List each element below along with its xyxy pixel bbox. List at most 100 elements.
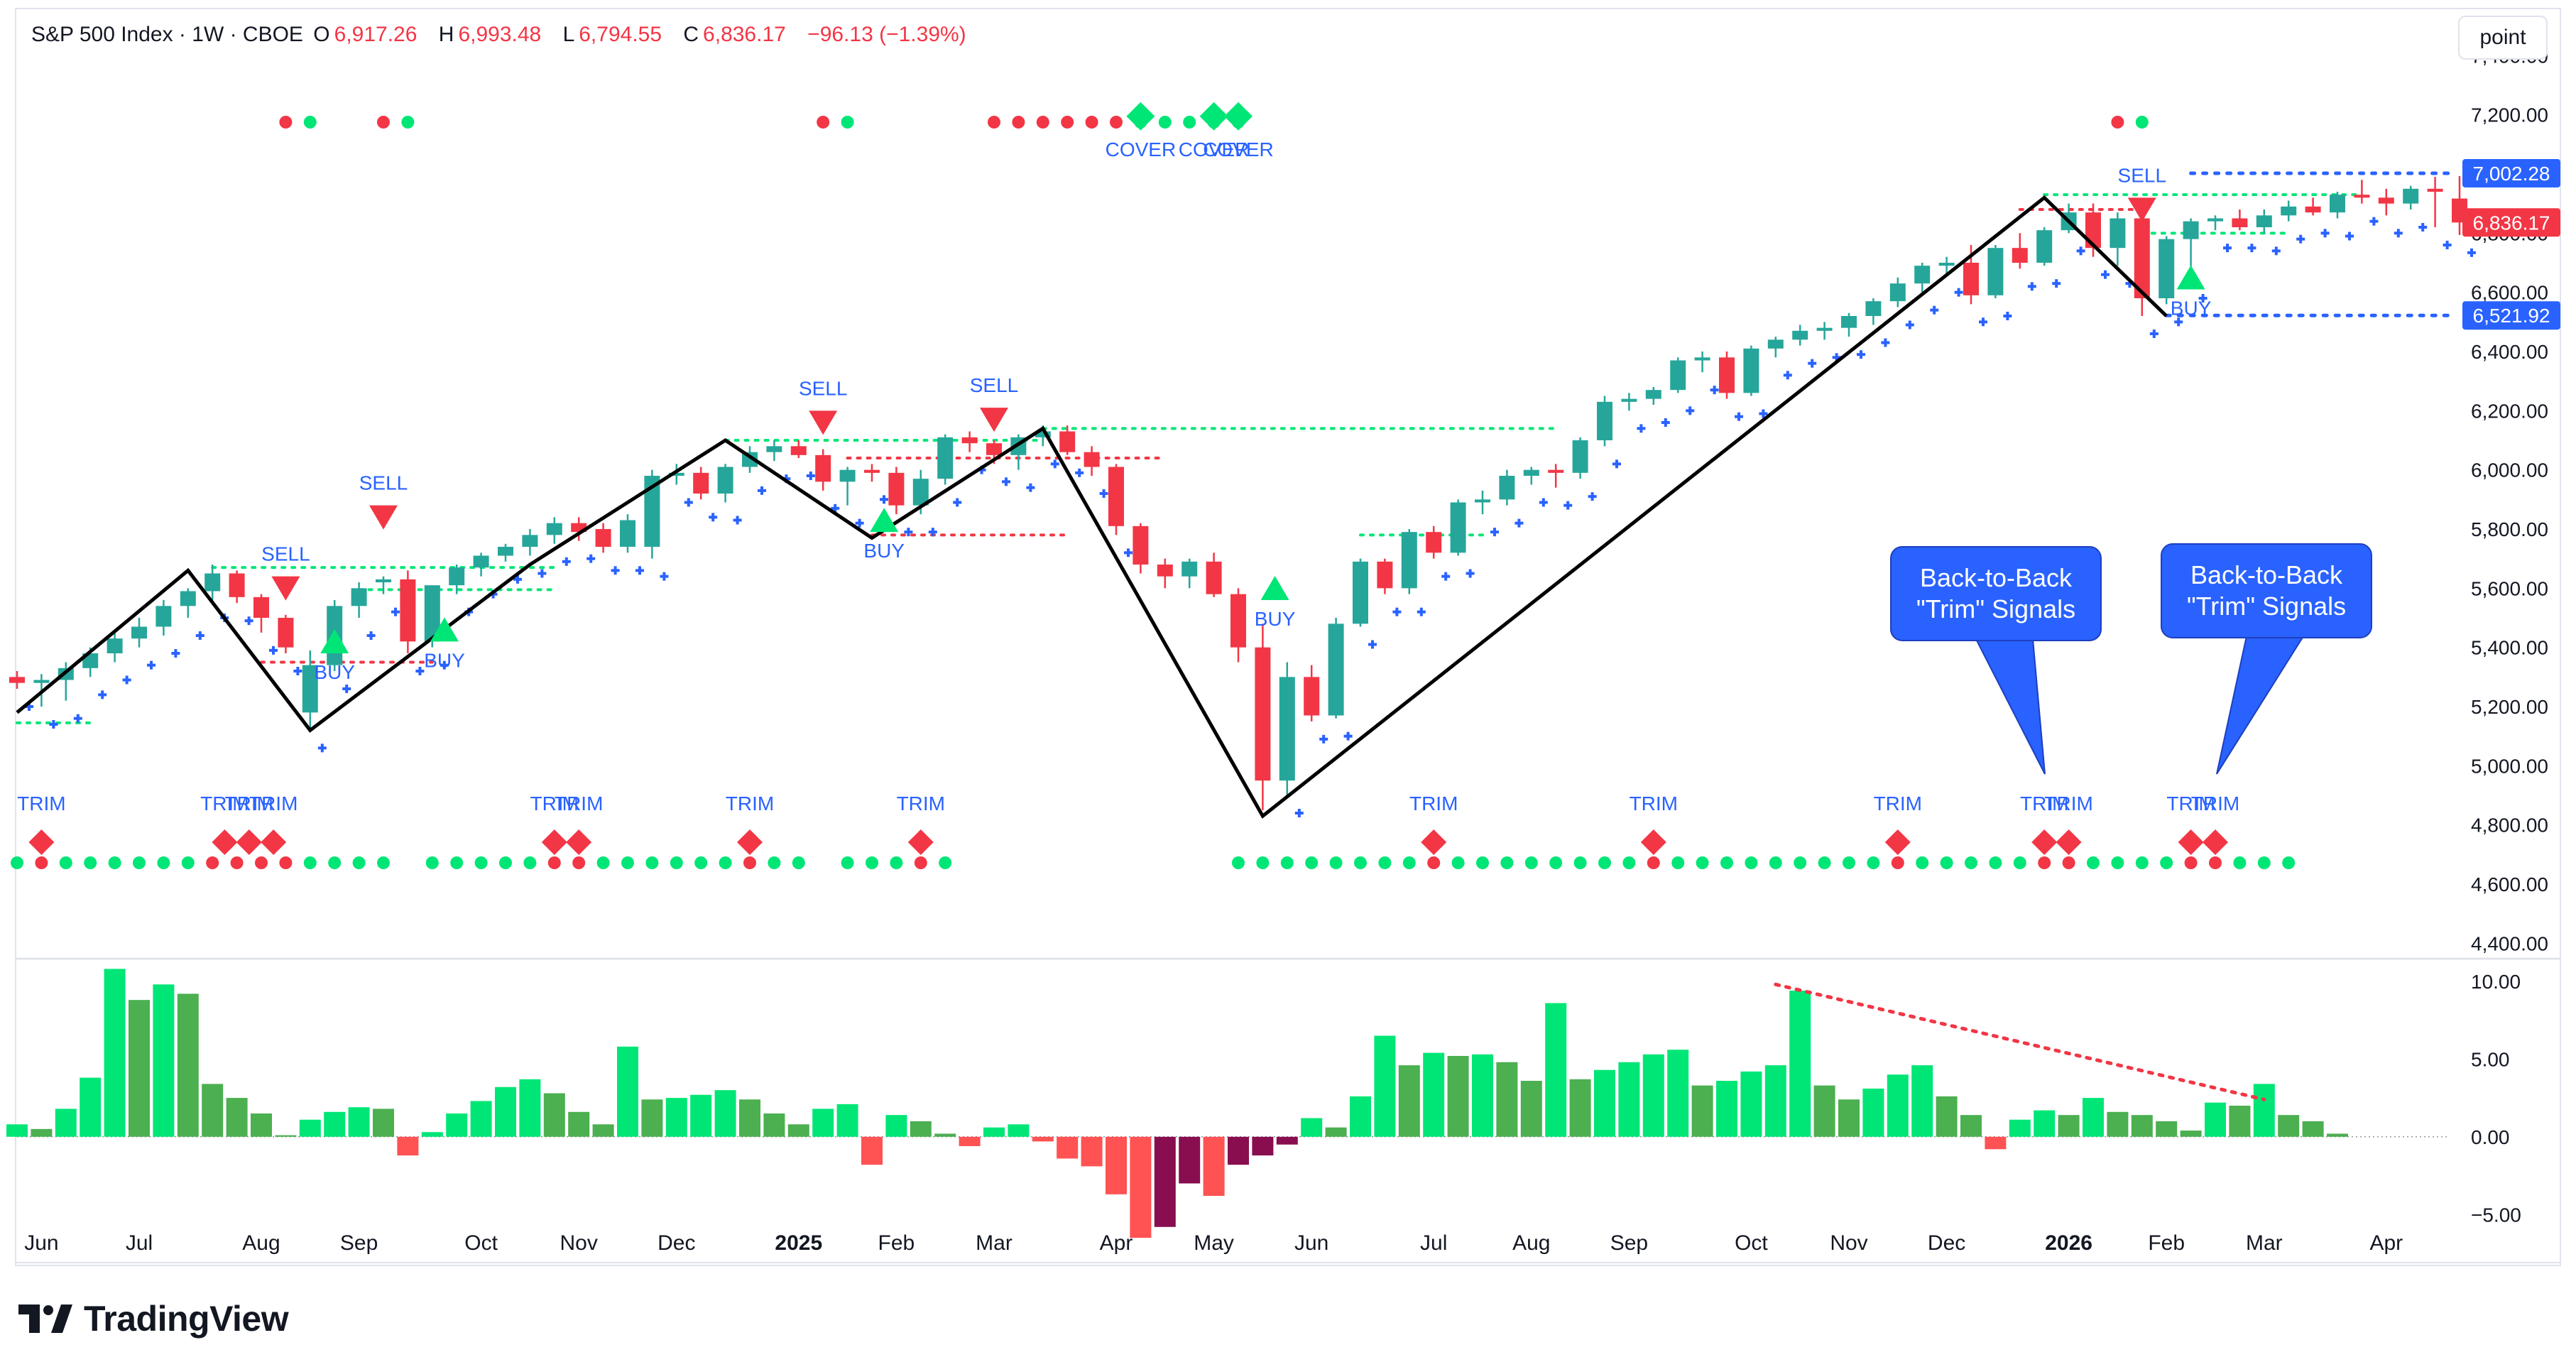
candle[interactable]	[1767, 337, 1784, 358]
trim-diamond[interactable]	[737, 829, 763, 855]
candle[interactable]	[2281, 200, 2297, 222]
trim-diamond[interactable]	[541, 829, 567, 855]
histogram-bar[interactable]	[226, 1098, 248, 1137]
candle[interactable]	[498, 543, 513, 562]
candle[interactable]	[717, 464, 733, 503]
histogram-bar[interactable]	[812, 1109, 834, 1137]
candle[interactable]	[351, 582, 367, 618]
candle[interactable]	[1426, 525, 1442, 559]
candle[interactable]	[204, 565, 221, 600]
histogram-bar[interactable]	[1106, 1136, 1127, 1194]
histogram-bar[interactable]	[1642, 1054, 1664, 1137]
candle[interactable]	[2427, 177, 2443, 227]
histogram-bar[interactable]	[665, 1098, 687, 1137]
histogram-bar[interactable]	[1301, 1118, 1323, 1137]
candle[interactable]	[1304, 665, 1320, 721]
candle[interactable]	[1792, 325, 1808, 346]
histogram-bar[interactable]	[275, 1135, 297, 1137]
candle[interactable]	[9, 671, 25, 689]
histogram-bar[interactable]	[1008, 1124, 1030, 1137]
histogram-bar[interactable]	[1423, 1052, 1445, 1137]
candle[interactable]	[522, 529, 538, 556]
histogram-bar[interactable]	[1081, 1136, 1103, 1167]
histogram-bar[interactable]	[1252, 1136, 1274, 1156]
candle[interactable]	[546, 517, 562, 544]
candle[interactable]	[644, 469, 660, 559]
trim-diamond[interactable]	[2203, 829, 2228, 855]
histogram-bar[interactable]	[910, 1121, 932, 1137]
candle[interactable]	[2232, 209, 2248, 231]
histogram-bar[interactable]	[1862, 1088, 1884, 1137]
histogram-bar[interactable]	[1545, 1003, 1567, 1137]
histogram-bar[interactable]	[1838, 1099, 1860, 1137]
candle[interactable]	[766, 440, 782, 462]
candle[interactable]	[253, 594, 269, 633]
trim-diamond[interactable]	[212, 829, 238, 855]
buy-arrow[interactable]	[320, 629, 349, 653]
histogram-bar[interactable]	[421, 1132, 443, 1137]
candle[interactable]	[790, 440, 807, 458]
candle[interactable]	[2354, 180, 2370, 204]
histogram-bar[interactable]	[299, 1119, 321, 1137]
histogram-bar[interactable]	[1203, 1136, 1225, 1196]
histogram-bar[interactable]	[31, 1128, 53, 1137]
histogram-bar[interactable]	[324, 1111, 346, 1137]
histogram-bar[interactable]	[1960, 1115, 1982, 1137]
candle[interactable]	[1401, 529, 1417, 594]
histogram-bar[interactable]	[690, 1094, 712, 1137]
histogram-bar[interactable]	[934, 1133, 956, 1137]
histogram-bar[interactable]	[1057, 1136, 1079, 1159]
candle[interactable]	[1523, 467, 1539, 485]
buy-arrow[interactable]	[1260, 576, 1289, 600]
histogram-bar[interactable]	[1472, 1054, 1493, 1137]
histogram-bar[interactable]	[1325, 1127, 1347, 1137]
histogram-bar[interactable]	[177, 993, 199, 1137]
trim-diamond[interactable]	[2178, 829, 2204, 855]
candle[interactable]	[1377, 558, 1393, 594]
candle[interactable]	[2012, 233, 2028, 269]
histogram-bar[interactable]	[129, 1000, 150, 1137]
trim-diamond[interactable]	[1421, 829, 1447, 855]
candle[interactable]	[1279, 662, 1295, 796]
candle[interactable]	[1938, 256, 1955, 275]
histogram-bar[interactable]	[543, 1093, 565, 1137]
histogram-bar[interactable]	[251, 1113, 272, 1137]
trim-diamond[interactable]	[566, 829, 592, 855]
histogram-bar[interactable]	[446, 1113, 468, 1137]
candle[interactable]	[2207, 215, 2223, 231]
price-unit-button[interactable]: point	[2458, 16, 2548, 60]
trim-diamond[interactable]	[907, 829, 934, 855]
histogram-bar[interactable]	[1789, 991, 1811, 1137]
histogram-bar[interactable]	[2034, 1110, 2056, 1137]
sell-arrow[interactable]	[271, 576, 300, 601]
candle[interactable]	[2378, 188, 2394, 216]
candle[interactable]	[839, 467, 856, 506]
candle[interactable]	[2330, 192, 2345, 219]
candle[interactable]	[131, 618, 147, 648]
candle[interactable]	[864, 464, 880, 482]
histogram-bar[interactable]	[787, 1124, 809, 1137]
candle[interactable]	[1719, 352, 1735, 399]
histogram-bar[interactable]	[2327, 1133, 2348, 1137]
candle[interactable]	[2036, 227, 2053, 266]
histogram-bar[interactable]	[1618, 1062, 1640, 1137]
candle[interactable]	[1841, 312, 1857, 337]
trim-diamond[interactable]	[28, 829, 55, 855]
histogram-bar[interactable]	[1032, 1136, 1054, 1142]
histogram-bar[interactable]	[470, 1101, 492, 1137]
histogram-bar[interactable]	[348, 1107, 370, 1137]
histogram-bar[interactable]	[1667, 1050, 1689, 1137]
histogram-bar[interactable]	[1936, 1096, 1958, 1137]
histogram-bar[interactable]	[2156, 1121, 2178, 1137]
candle[interactable]	[1865, 298, 1882, 325]
candle[interactable]	[2110, 212, 2126, 266]
histogram-bar[interactable]	[592, 1124, 614, 1137]
histogram-bar[interactable]	[1716, 1081, 1737, 1137]
histogram-bar[interactable]	[1276, 1136, 1298, 1145]
candle[interactable]	[1889, 277, 1906, 307]
histogram-bar[interactable]	[397, 1136, 419, 1156]
sell-arrow[interactable]	[2127, 197, 2156, 222]
candle[interactable]	[155, 600, 172, 636]
histogram-bar[interactable]	[2131, 1115, 2153, 1137]
histogram-bar[interactable]	[983, 1127, 1005, 1137]
